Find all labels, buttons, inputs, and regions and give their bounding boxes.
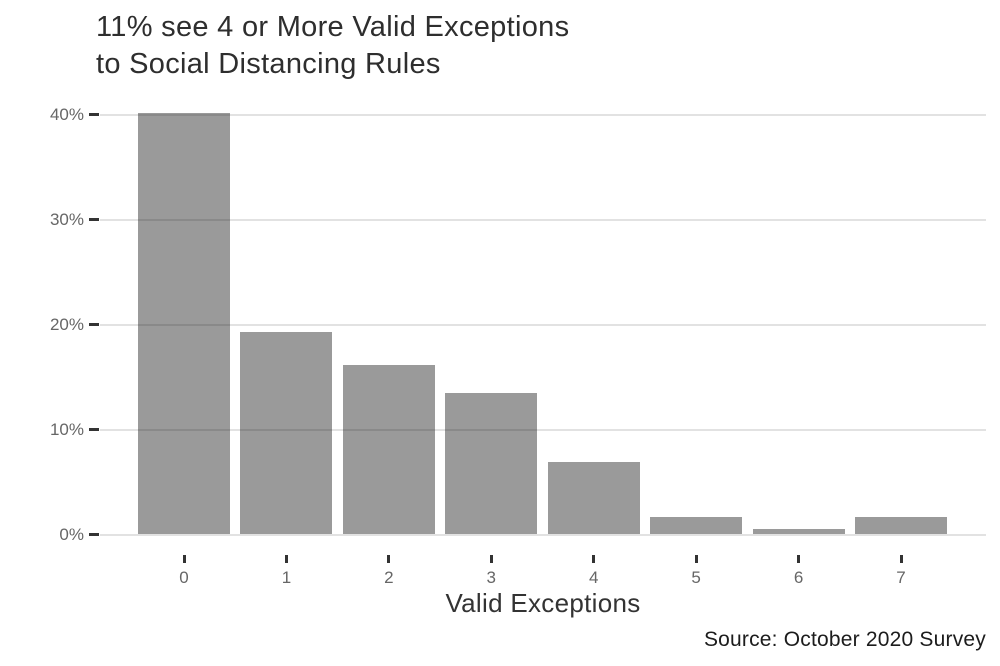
bar-7 — [855, 516, 947, 535]
x-axis-tick-mark — [284, 555, 288, 563]
x-axis-tick-label: 0 — [179, 568, 189, 587]
x-axis-tick-mark — [387, 555, 391, 563]
x-axis-tick-label: 4 — [588, 568, 599, 587]
gridline-40% — [100, 113, 986, 116]
y-axis-tick-mark — [89, 218, 99, 222]
x-axis-tick-mark — [182, 555, 186, 563]
x-axis-tick-mark — [489, 555, 493, 563]
y-axis-tick-label: 40% — [49, 104, 84, 124]
x-axis-tick-mark — [592, 555, 596, 563]
source-caption: Source: October 2020 Survey — [703, 628, 986, 651]
y-axis-tick-label: 20% — [49, 314, 84, 334]
x-axis-tick-mark — [899, 555, 903, 563]
gridline-30% — [100, 218, 986, 221]
x-axis-tick-label: 3 — [486, 568, 497, 587]
x-axis-tick-label: 7 — [896, 568, 906, 587]
gridline-0% — [100, 533, 986, 536]
bar-3 — [445, 392, 538, 535]
gridline-20% — [100, 323, 986, 326]
y-axis-tick-mark — [89, 428, 99, 432]
x-axis-tick-label: 5 — [691, 568, 701, 587]
bar-6 — [752, 529, 845, 535]
chart-title: 11% see 4 or More Valid Exceptions to So… — [96, 11, 570, 80]
bar-2 — [342, 364, 435, 535]
bar-1 — [240, 332, 333, 535]
x-axis-title: Valid Exceptions — [445, 588, 641, 618]
x-axis-tick-mark — [694, 555, 698, 563]
y-axis-tick-mark — [89, 533, 99, 536]
y-axis-tick-label: 10% — [49, 419, 84, 439]
y-axis-tick-mark — [89, 323, 99, 327]
bar-4 — [547, 462, 640, 535]
x-axis-tick-label: 6 — [793, 568, 804, 587]
x-axis-tick-label: 1 — [281, 568, 292, 587]
bar-0 — [138, 112, 230, 535]
x-axis-tick-label: 2 — [384, 568, 394, 587]
y-axis-tick-mark — [89, 113, 99, 117]
gridline-10% — [100, 428, 986, 431]
x-axis-tick-mark — [797, 555, 801, 563]
bar-5 — [650, 516, 743, 535]
y-axis-tick-label: 30% — [49, 209, 84, 229]
y-axis-tick-label: 0% — [59, 524, 84, 544]
